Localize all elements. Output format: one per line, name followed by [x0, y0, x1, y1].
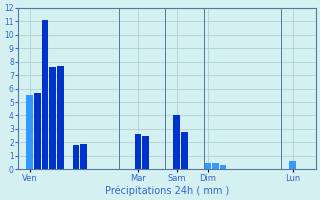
Bar [142, 136, 149, 169]
Bar [173, 115, 180, 169]
Bar [50, 67, 56, 169]
Bar [42, 20, 48, 169]
Bar [289, 161, 296, 169]
Bar [57, 66, 64, 169]
Bar [181, 132, 188, 169]
Bar [220, 165, 226, 169]
Bar [73, 145, 79, 169]
Bar [26, 95, 33, 169]
Bar [212, 163, 219, 169]
Bar [34, 93, 41, 169]
Bar [80, 144, 87, 169]
X-axis label: Précipitations 24h ( mm ): Précipitations 24h ( mm ) [105, 185, 229, 196]
Bar [135, 134, 141, 169]
Bar [204, 163, 211, 169]
